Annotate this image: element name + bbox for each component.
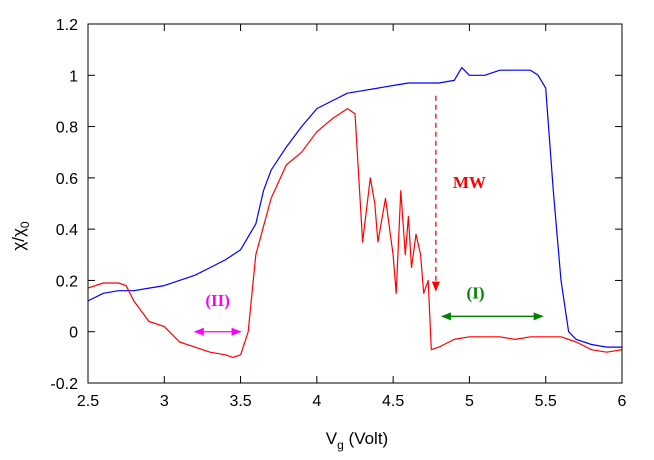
y-tick-label: 0.8 [56,120,78,137]
x-tick-label: 2.5 [77,393,99,410]
y-tick-label: 1.2 [56,17,78,34]
plot-frame [87,23,623,384]
annotation-label-2: (I) [467,283,485,302]
series-layer [87,66,623,358]
x-tick-label: 4 [312,393,321,410]
y-tick-label: 0.6 [56,171,78,188]
ticks-layer: 2.5 3 3.5 4 4.5 5 5.5 6 -0.2 0 0.2 0.4 0.6 0.8 1 1.2 [50,17,626,410]
x-tick-label: 5.5 [535,393,557,410]
x-tick-label: 5 [465,393,474,410]
x-tick-label: 3.5 [229,393,251,410]
y-tick-label: 0.2 [56,273,78,290]
y-axis-title-main: χ/χ [9,228,28,251]
x-tick-label: 3 [160,393,169,410]
x-tick-label: 4.5 [382,393,404,410]
x-tick-label: 6 [618,393,627,410]
y-tick-label: -0.2 [50,376,78,393]
series-line-2 [87,107,623,358]
y-axis-title: χ/χ0 [9,221,32,251]
axis-titles: Vg (Volt) χ/χ0 [9,221,388,452]
y-tick-label: 0 [69,325,78,342]
y-tick-label: 0.4 [56,222,78,239]
x-axis-title-main: V [326,429,338,448]
y-axis-title-sub: 0 [18,221,32,228]
x-axis-title-unit: (Volt) [344,429,388,448]
x-axis-title: Vg (Volt) [326,429,388,452]
annotation-label-3: MW [453,173,486,192]
annotations-layer: (II) (I) MW [193,95,544,336]
annotation-label-1: (II) [205,291,230,310]
x-axis-title-sub: g [337,438,344,452]
series-line-1 [87,66,622,348]
y-tick-label: 1 [69,68,78,85]
